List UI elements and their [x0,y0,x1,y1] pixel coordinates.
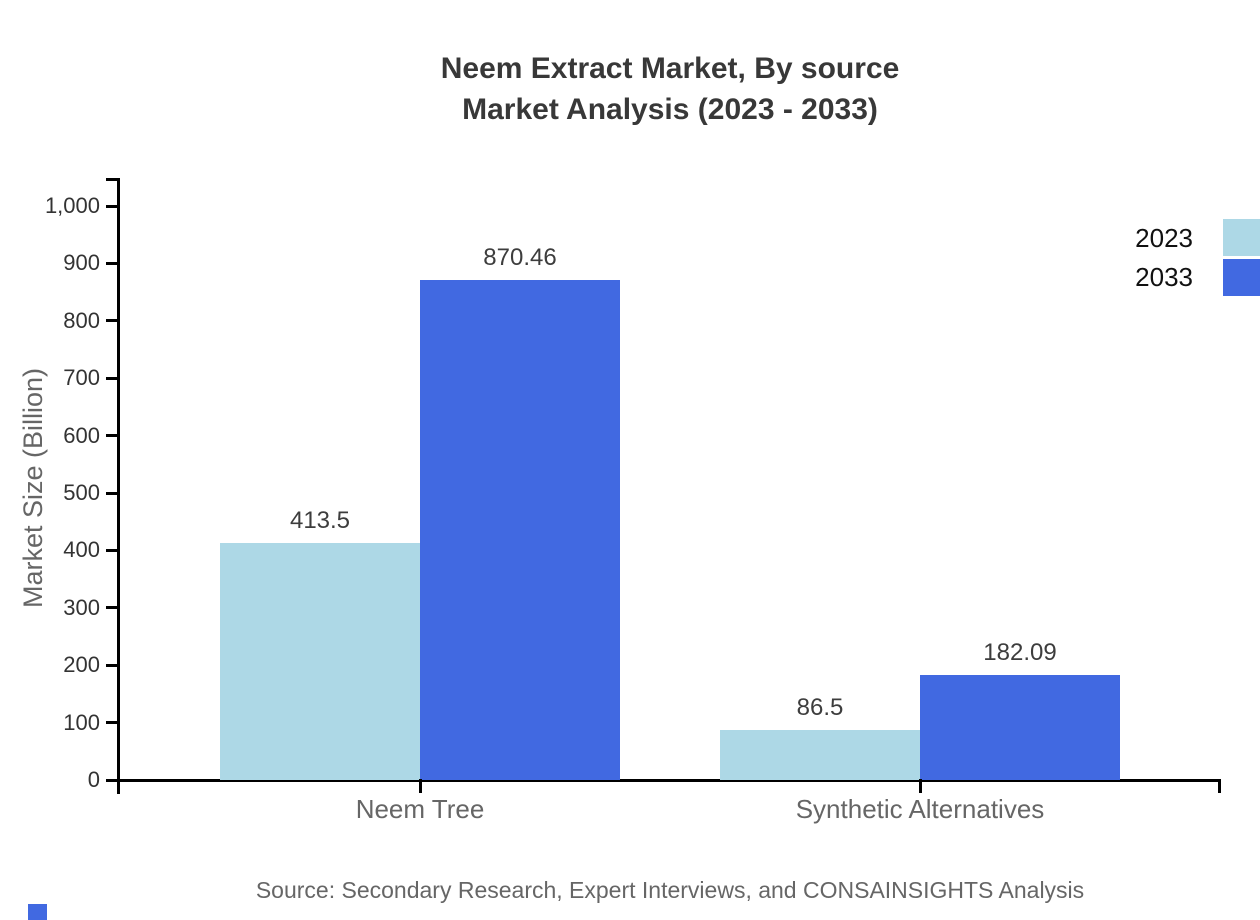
legend-swatch-2033 [1223,259,1260,296]
bar-value-label: 86.5 [796,694,844,722]
y-tick-label: 300 [63,594,100,620]
y-tick-mark [106,721,118,725]
bar-value-label: 413.5 [289,506,351,534]
legend-label-2033: 2033 [1135,262,1193,292]
y-tick-mark [106,606,118,610]
y-tick-mark [106,434,118,438]
bar-2023-neem-tree [220,542,420,780]
y-tick-label: 600 [63,422,100,448]
x-tick-mark [918,779,922,793]
legend-swatch-2023 [1223,219,1260,256]
y-tick-label: 200 [63,652,100,678]
y-tick-label: 500 [63,480,100,505]
y-axis-line [117,178,120,794]
y-tick-label: 100 [63,709,100,735]
legend-label-2023: 2023 [1135,223,1193,253]
y-tick-mark [106,778,118,782]
x-axis-line [117,779,1221,782]
y-tick-mark [106,491,118,495]
brand-logo-mark [28,904,47,920]
y-tick-mark [106,548,118,552]
y-tick-mark [106,319,118,323]
bar-2033-synthetic-alternatives [920,675,1120,780]
bar-2023-synthetic-alternatives [720,730,920,780]
y-tick-label: 700 [63,365,100,391]
y-tick-label: 0 [87,767,100,792]
bar-value-label: 870.46 [483,244,557,272]
bar-value-label: 182.09 [983,639,1057,667]
y-tick-mark [106,261,118,265]
y-tick-label: 1,000 [44,193,100,218]
y-tick-label: 400 [63,537,100,563]
x-category-label: Neem Tree [355,794,485,824]
y-tick-mark [106,204,118,208]
y-tick-label: 800 [63,307,100,333]
chart-title-line1: Neem Extract Market, By source [440,52,900,85]
y-tick-label: 900 [63,250,100,276]
source-note: Source: Secondary Research, Expert Inter… [255,877,1085,903]
y-tick-mark [106,663,118,667]
chart-title: Neem Extract Market, By source Market An… [80,48,1260,130]
x-axis-end-cap-tick [1218,779,1221,793]
chart-title-line2: Market Analysis (2023 - 2033) [462,93,878,126]
y-tick-mark [106,376,118,380]
x-category-label: Synthetic Alternatives [795,794,1045,824]
bar-2033-neem-tree [420,280,620,780]
y-axis-top-cap-tick [106,178,118,181]
x-tick-mark [418,779,422,793]
